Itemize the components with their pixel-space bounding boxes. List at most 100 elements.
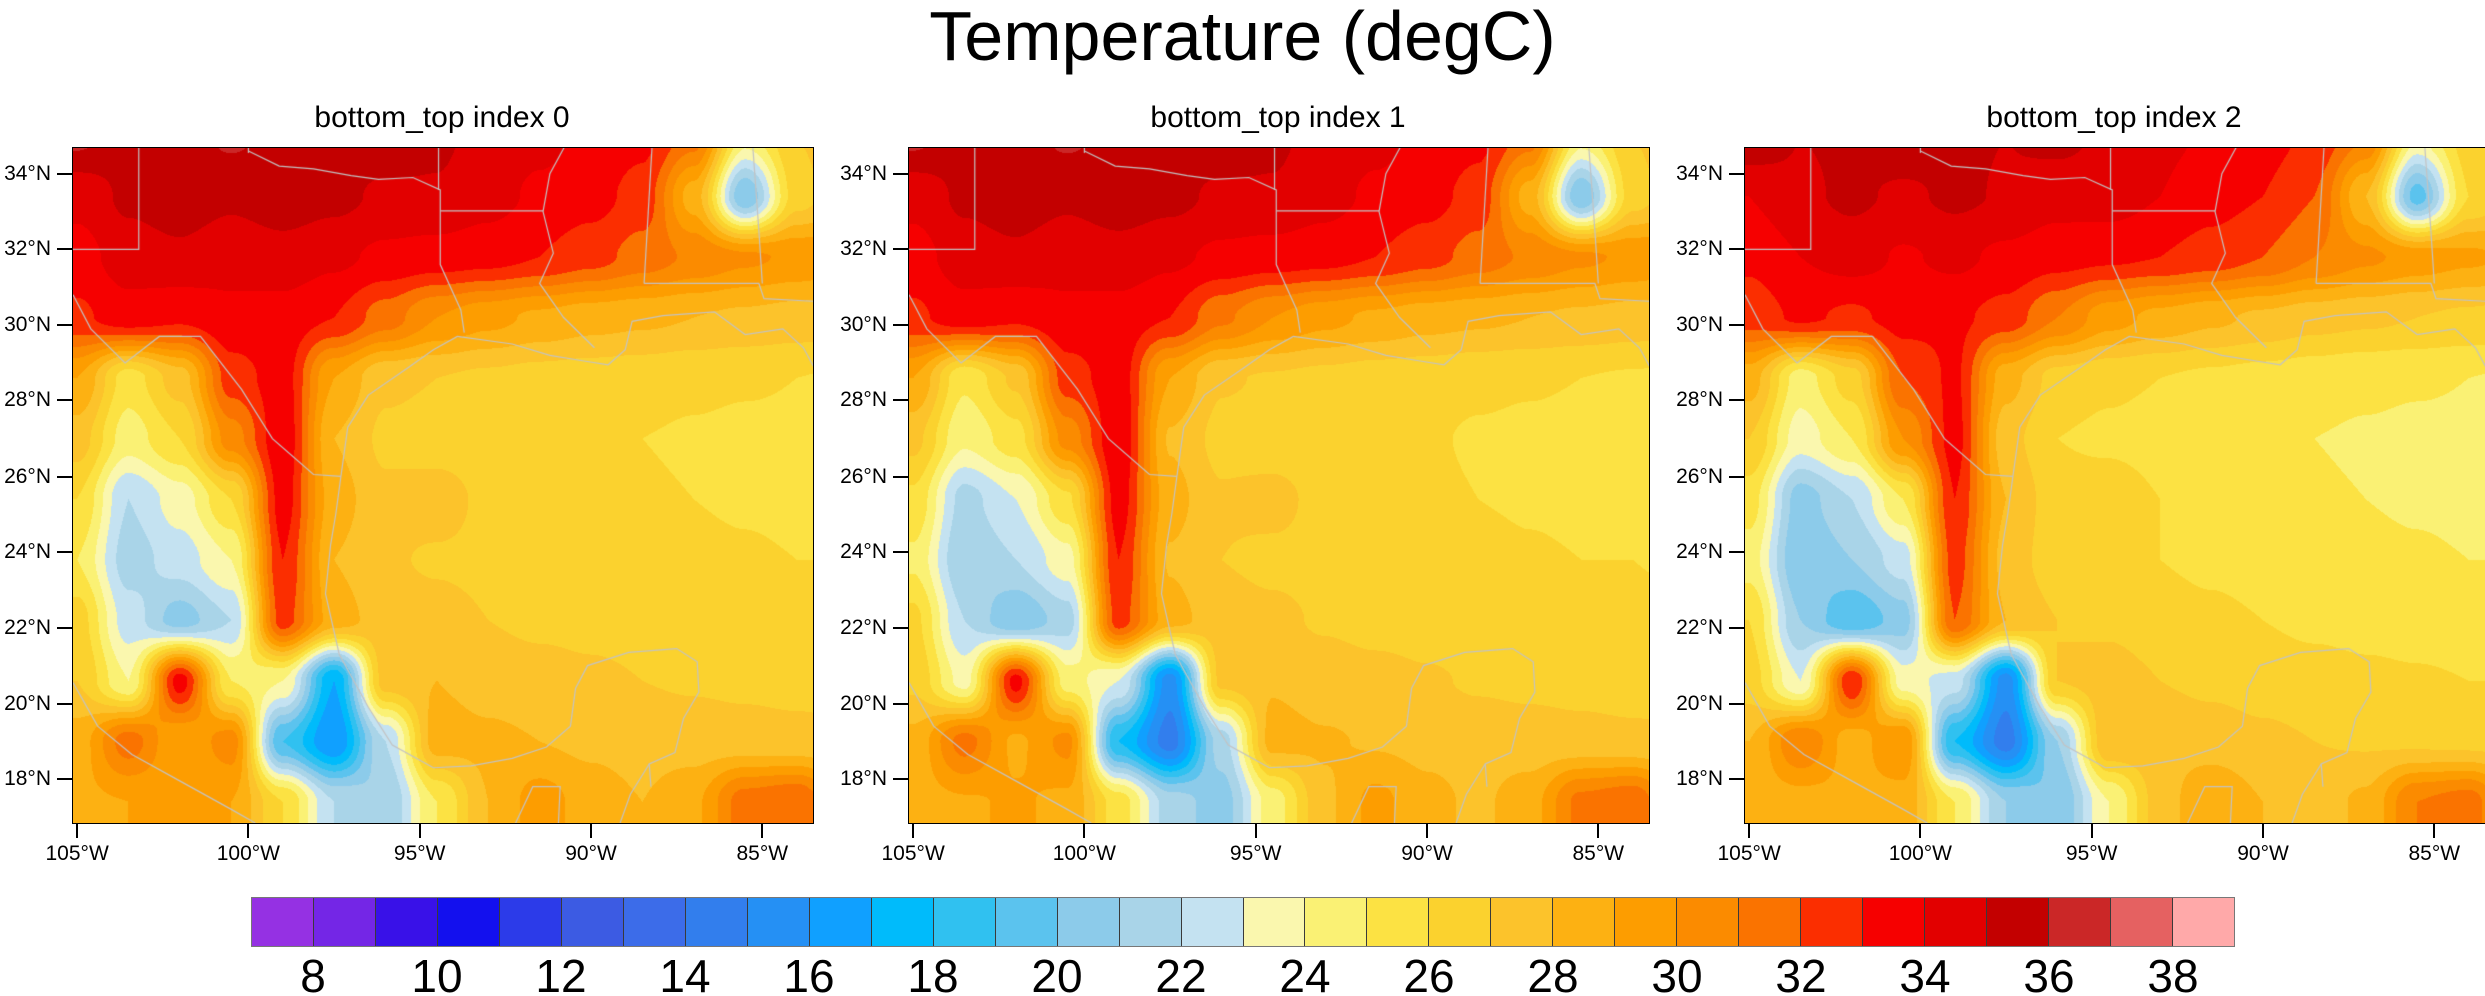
colorbar-segment [1180, 898, 1243, 946]
lat-tick-label: 24°N [4, 540, 51, 564]
lon-tick [76, 824, 79, 838]
colorbar-tick-label: 10 [411, 950, 463, 996]
lat-tick [893, 172, 908, 175]
colorbar-tick-label: 14 [659, 950, 711, 996]
lat-tick-label: 28°N [4, 388, 51, 412]
lat-tick [893, 399, 908, 402]
colorbar-segment [808, 898, 871, 946]
colorbar-tick-label: 12 [535, 950, 587, 996]
lon-tick-label: 105°W [881, 842, 945, 865]
lon-tick [418, 824, 421, 838]
lat-tick [893, 248, 908, 251]
lat-tick [57, 702, 72, 705]
colorbar-segment [312, 898, 375, 946]
lat-tick [893, 778, 908, 781]
colorbar-tick-label: 16 [783, 950, 835, 996]
map-panel-2: bottom_top index 2 34°N 32°N 30°N 28°N 26°N 2… [1676, 0, 2485, 900]
lon-tick [590, 824, 592, 838]
map-area-2: 34°N 32°N 30°N 28°N 26°N 24°N 22°N 20°N 18°N 105°… [1676, 147, 2485, 865]
lon-tick-label: 95°W [2065, 842, 2118, 865]
lat-tick [893, 626, 908, 629]
lat-tick [57, 475, 72, 478]
lat-tick-label: 32°N [4, 237, 51, 261]
lon-tick [2433, 824, 2436, 838]
colorbar-tick-label: 24 [1279, 950, 1331, 996]
lon-tick-label: 85°W [1572, 842, 1625, 865]
lat-tick-label: 26°N [4, 464, 51, 488]
lat-tick [893, 702, 908, 705]
colorbar-tick-label: 28 [1527, 950, 1579, 996]
colorbar-labels: 8 10 12 14 16 18 20 22 24 26 28 30 32 34 36 38 [251, 953, 2235, 996]
lon-tick-label: 90°W [2237, 842, 2289, 865]
lon-tick-label: 100°W [1052, 842, 1117, 865]
colorbar-tick-label: 36 [2023, 950, 2075, 996]
colorbar-segment [1056, 898, 1119, 946]
lon-tick [2262, 824, 2264, 838]
lat-tick-label: 34°N [1676, 161, 1723, 185]
lon-tick-label: 90°W [1401, 842, 1453, 865]
lat-tick [1729, 172, 1744, 175]
panel-title-2: bottom_top index 2 [1986, 101, 2242, 134]
map-area-0: 34°N 32°N 30°N 28°N 26°N 24°N 22°N 20°N 18°N 105°… [4, 147, 814, 865]
temperature-field-canvas-2 [1745, 148, 2485, 823]
lat-tick-label: 24°N [1676, 540, 1723, 564]
lat-tick [1729, 778, 1744, 781]
lon-tick-label: 95°W [393, 842, 446, 865]
lat-tick [57, 399, 72, 402]
colorbar-segment [1366, 898, 1429, 946]
colorbar-segment [622, 898, 685, 946]
lat-tick-label: 18°N [1676, 767, 1723, 791]
colorbar-segment [2110, 898, 2173, 946]
lon-tick [1083, 824, 1086, 838]
map-panel-1: bottom_top index 1 34°N 32°N 30°N 28°N 26°N 2… [840, 0, 1650, 900]
lat-tick [57, 778, 72, 781]
colorbar-segment [1304, 898, 1367, 946]
colorbar-tick-label: 26 [1403, 950, 1455, 996]
map-panel-0: bottom_top index 0 34°N 32°N 30°N 28°N 26°N 2… [4, 0, 814, 900]
lat-tick [1729, 399, 1744, 402]
colorbar-tick-label: 22 [1155, 950, 1207, 996]
lon-tick [1919, 824, 1922, 838]
colorbar-tick-label: 30 [1651, 950, 1703, 996]
lat-tick-label: 20°N [840, 691, 887, 715]
lat-tick [1729, 248, 1744, 251]
map-area-1: 34°N 32°N 30°N 28°N 26°N 24°N 22°N 20°N 18°N 105°… [840, 147, 1650, 865]
colorbar-segment [498, 898, 561, 946]
lon-tick [247, 824, 250, 838]
lon-tick [761, 824, 764, 838]
lon-tick-label: 100°W [216, 842, 281, 865]
colorbar-tick-label: 8 [300, 950, 326, 996]
colorbar-tick-label: 20 [1031, 950, 1083, 996]
colorbar-segment [374, 898, 437, 946]
colorbar-segment [1676, 898, 1739, 946]
lat-tick-label: 20°N [4, 691, 51, 715]
colorbar-segment [2172, 898, 2234, 946]
lat-tick-label: 26°N [840, 464, 887, 488]
lon-tick-label: 95°W [1229, 842, 1282, 865]
temperature-field-canvas-1 [909, 148, 1649, 823]
colorbar-segment [1738, 898, 1801, 946]
lat-tick [1729, 551, 1744, 554]
lat-tick-label: 30°N [4, 312, 51, 336]
colorbar [251, 897, 2235, 947]
colorbar-segment [1862, 898, 1925, 946]
lat-tick [57, 626, 72, 629]
lat-tick [1729, 702, 1744, 705]
colorbar-segment [1924, 898, 1987, 946]
lat-tick [57, 172, 72, 175]
lon-tick-label: 85°W [736, 842, 789, 865]
lat-tick-label: 32°N [1676, 237, 1723, 261]
colorbar-segment [2048, 898, 2111, 946]
lon-tick-label: 90°W [565, 842, 617, 865]
lat-tick [893, 475, 908, 478]
panel-title-0: bottom_top index 0 [314, 101, 570, 134]
colorbar-segment [1428, 898, 1491, 946]
lat-tick-label: 26°N [1676, 464, 1723, 488]
lat-tick-label: 34°N [840, 161, 887, 185]
colorbar-segment [1552, 898, 1615, 946]
colorbar-segment [932, 898, 995, 946]
lon-tick [2090, 824, 2093, 838]
colorbar-tick-label: 38 [2147, 950, 2199, 996]
colorbar-segment [1800, 898, 1863, 946]
